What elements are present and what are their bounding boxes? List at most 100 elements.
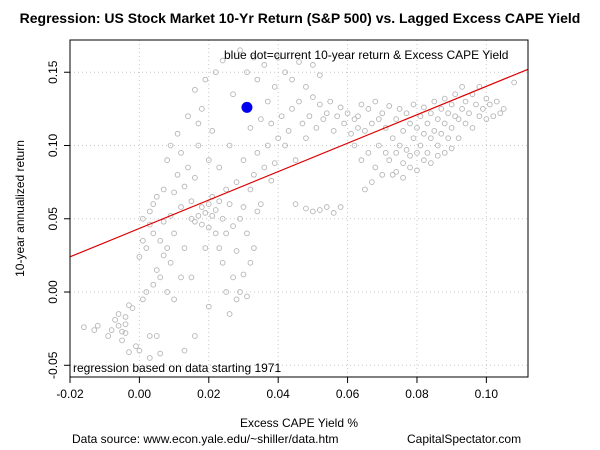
- x-tick-label: 0.00: [128, 387, 152, 401]
- x-tick-label: 0.02: [197, 387, 221, 401]
- data-point: [188, 274, 195, 281]
- data-point: [230, 91, 236, 98]
- data-point: [289, 76, 295, 83]
- data-point: [500, 106, 507, 112]
- data-point: [140, 215, 146, 222]
- data-point: [198, 204, 205, 210]
- data-point: [261, 62, 268, 68]
- credit-note: CapitalSpectator.com: [407, 432, 522, 446]
- data-point: [455, 116, 462, 122]
- data-point: [421, 130, 427, 137]
- data-point: [122, 314, 129, 320]
- data-point: [216, 245, 223, 251]
- data-point: [178, 204, 184, 210]
- data-point: [133, 343, 139, 350]
- data-point: [351, 116, 358, 122]
- data-point: [414, 149, 420, 156]
- data-point: [185, 164, 191, 171]
- data-point: [223, 230, 229, 237]
- data-point: [233, 179, 240, 185]
- data-point: [192, 218, 198, 225]
- data-point: [275, 54, 282, 61]
- data-point: [316, 207, 323, 213]
- data-point: [358, 101, 365, 108]
- data-point: [486, 101, 493, 108]
- data-point: [216, 164, 223, 171]
- data-point: [254, 76, 261, 83]
- data-point: [316, 72, 323, 79]
- data-point: [407, 120, 413, 127]
- data-point: [171, 230, 177, 237]
- data-point: [140, 296, 146, 303]
- data-point: [424, 120, 431, 127]
- data-point: [379, 171, 386, 178]
- data-point: [466, 110, 472, 117]
- data-point: [434, 116, 441, 122]
- grid-lines: [69, 40, 528, 377]
- data-point: [448, 101, 455, 108]
- data-point: [119, 328, 125, 335]
- data-point: [330, 127, 337, 134]
- data-point: [431, 127, 438, 134]
- data-point: [230, 274, 236, 281]
- data-point: [438, 106, 445, 112]
- data-point: [126, 302, 132, 309]
- data-point: [105, 333, 112, 339]
- data-point: [462, 120, 469, 127]
- data-point: [403, 110, 410, 117]
- data-point: [292, 157, 299, 163]
- data-point: [209, 127, 216, 134]
- data-point: [289, 106, 295, 112]
- data-point: [219, 259, 226, 266]
- data-point: [143, 289, 150, 295]
- data-point: [396, 106, 403, 112]
- data-point: [334, 113, 341, 120]
- data-point: [427, 110, 434, 117]
- data-point: [219, 57, 226, 64]
- data-point: [198, 106, 205, 112]
- data-point: [112, 317, 118, 323]
- data-point: [369, 179, 375, 185]
- data-point: [469, 125, 476, 131]
- data-point: [81, 324, 87, 331]
- x-tick-label: 0.08: [405, 387, 429, 401]
- data-point: [372, 98, 379, 105]
- data-point: [421, 157, 427, 163]
- data-point: [372, 164, 379, 171]
- data-point: [178, 274, 184, 281]
- data-point: [313, 125, 320, 131]
- data-point: [244, 230, 250, 237]
- data-point: [174, 130, 181, 137]
- data-point: [167, 259, 174, 266]
- data-point: [181, 347, 188, 354]
- data-point: [365, 149, 372, 156]
- data-point: [386, 157, 393, 163]
- data-point: [140, 237, 146, 244]
- data-point: [362, 127, 368, 134]
- data-point: [202, 76, 209, 83]
- data-point: [244, 293, 250, 300]
- data-point: [441, 149, 448, 156]
- y-tick-label: -0.05: [46, 351, 60, 379]
- data-point: [254, 208, 261, 215]
- data-point: [126, 349, 132, 355]
- data-point: [403, 147, 410, 153]
- data-point: [310, 94, 316, 100]
- data-point: [448, 125, 455, 131]
- data-point: [195, 120, 202, 127]
- data-point: [212, 207, 219, 213]
- data-source-note: Data source: www.econ.yale.edu/~shiller/…: [72, 432, 339, 446]
- data-point: [303, 135, 309, 142]
- data-point: [115, 322, 122, 329]
- data-point: [205, 157, 212, 163]
- data-point: [223, 186, 229, 193]
- data-point: [452, 91, 458, 98]
- data-points: [81, 47, 517, 361]
- data-point: [407, 164, 413, 171]
- data-point: [483, 95, 490, 102]
- data-point: [251, 245, 257, 251]
- data-point: [386, 103, 393, 109]
- data-point: [351, 142, 358, 149]
- y-tick-label: 0.05: [46, 207, 60, 231]
- data-point: [143, 245, 150, 251]
